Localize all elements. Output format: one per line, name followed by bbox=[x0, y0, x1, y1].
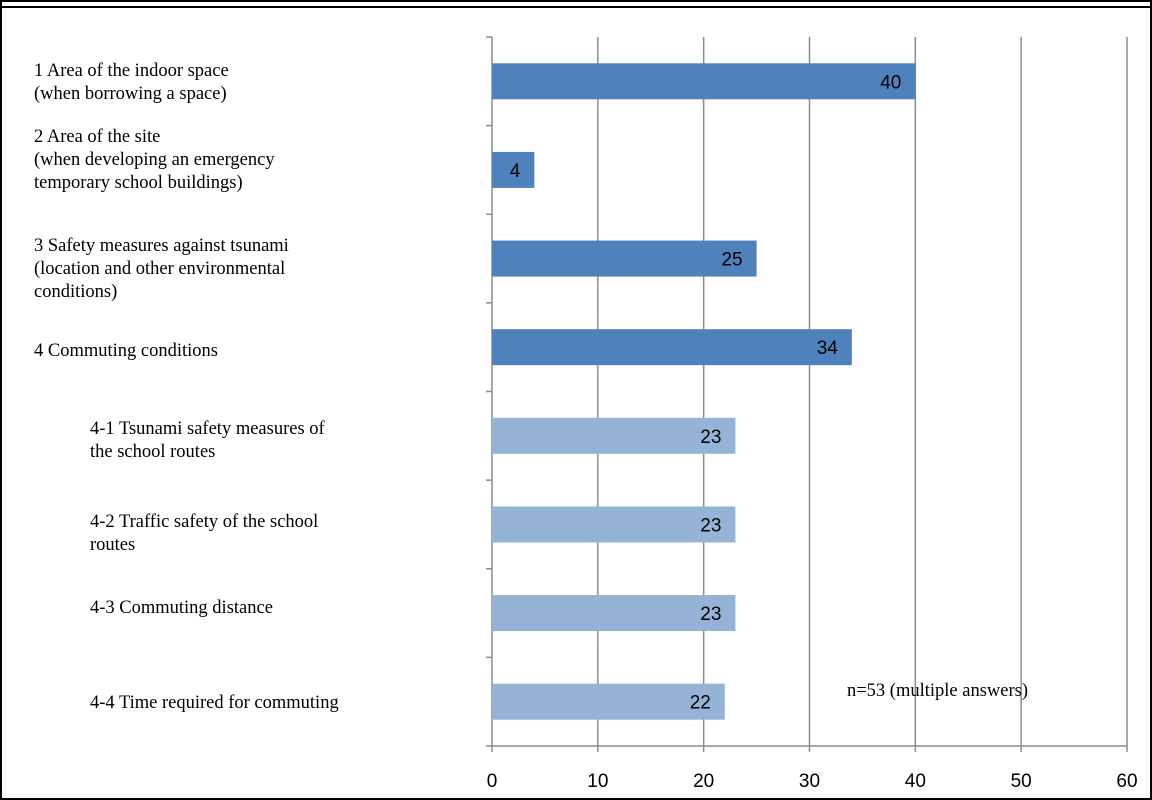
category-label-2: 2 Area of the site (when developing an e… bbox=[34, 127, 275, 193]
category-label-7: 4-3 Commuting distance bbox=[90, 598, 273, 618]
x-tick-label-60: 60 bbox=[1116, 771, 1137, 792]
bar-7 bbox=[492, 595, 736, 632]
category-label-1: 1 Area of the indoor space (when borrowi… bbox=[34, 61, 229, 104]
category-label-6: 4-2 Traffic safety of the school routes bbox=[90, 512, 319, 555]
category-label-5: 4-1 Tsunami safety measures of the schoo… bbox=[90, 419, 325, 462]
bar-5 bbox=[492, 417, 736, 454]
x-tick-label-40: 40 bbox=[905, 771, 926, 792]
x-tick-label-30: 30 bbox=[799, 771, 820, 792]
bar-1 bbox=[492, 63, 916, 100]
bar-value-label-8: 22 bbox=[690, 693, 711, 714]
bar-value-label-6: 23 bbox=[700, 515, 721, 536]
chart-top-border bbox=[0, 6, 1152, 8]
bar-value-label-7: 23 bbox=[700, 604, 721, 625]
x-tick-label-50: 50 bbox=[1011, 771, 1032, 792]
x-tick-label-10: 10 bbox=[587, 771, 608, 792]
bar-6 bbox=[492, 506, 736, 543]
x-tick-label-20: 20 bbox=[693, 771, 714, 792]
category-label-3: 3 Safety measures against tsunami (locat… bbox=[34, 236, 289, 302]
bar-2 bbox=[492, 151, 535, 188]
category-label-4: 4 Commuting conditions bbox=[34, 341, 218, 361]
bar-value-label-3: 25 bbox=[721, 250, 742, 271]
bar-8 bbox=[492, 683, 725, 720]
x-tick-label-0: 0 bbox=[487, 771, 498, 792]
bar-3 bbox=[492, 240, 757, 277]
bar-value-label-4: 34 bbox=[817, 338, 839, 359]
bar-value-label-5: 23 bbox=[700, 427, 721, 448]
bar-value-label-2: 4 bbox=[510, 161, 521, 182]
bar-value-label-1: 40 bbox=[880, 72, 901, 93]
sample-size-note: n=53 (multiple answers) bbox=[847, 681, 1029, 701]
category-label-8: 4-4 Time required for commuting bbox=[90, 693, 339, 713]
bar-4 bbox=[492, 329, 852, 366]
